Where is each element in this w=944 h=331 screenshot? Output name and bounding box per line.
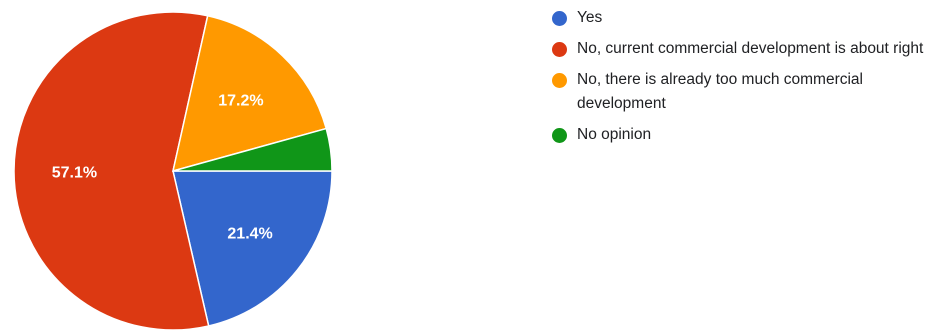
legend-item-no-about-right[interactable]: No, current commercial development is ab… [552, 40, 940, 61]
legend-label-no-opinion: No opinion [577, 126, 652, 143]
slice-label-yes: 21.4% [227, 225, 272, 242]
pie-slice-no-too-much[interactable] [171, 14, 328, 173]
legend-swatch-no-about-right [552, 42, 567, 57]
legend-swatch-no-opinion [552, 128, 567, 143]
legend-label-no-too-much: No, there is already too much commercial… [577, 71, 864, 112]
slice-label-no-about-right: 57.1% [52, 164, 97, 181]
legend-item-no-too-much[interactable]: No, there is already too much commercial… [552, 71, 940, 116]
legend-swatch-no-too-much [552, 73, 567, 88]
pie-slice-yes[interactable] [172, 170, 333, 327]
legend-label-yes: Yes [577, 9, 603, 26]
pie-chart: 21.4% 57.1% 17.2% [13, 11, 333, 331]
legend-item-yes[interactable]: Yes [552, 9, 940, 30]
legend-label-no-about-right: No, current commercial development is ab… [577, 40, 924, 57]
slice-label-no-too-much: 17.2% [218, 93, 263, 110]
legend-swatch-yes [552, 11, 567, 26]
legend: Yes No, current commercial development i… [552, 9, 940, 158]
pie-slice-no-about-right[interactable] [13, 11, 210, 331]
pie-slice-no-opinion[interactable] [172, 127, 333, 172]
legend-item-no-opinion[interactable]: No opinion [552, 126, 940, 147]
